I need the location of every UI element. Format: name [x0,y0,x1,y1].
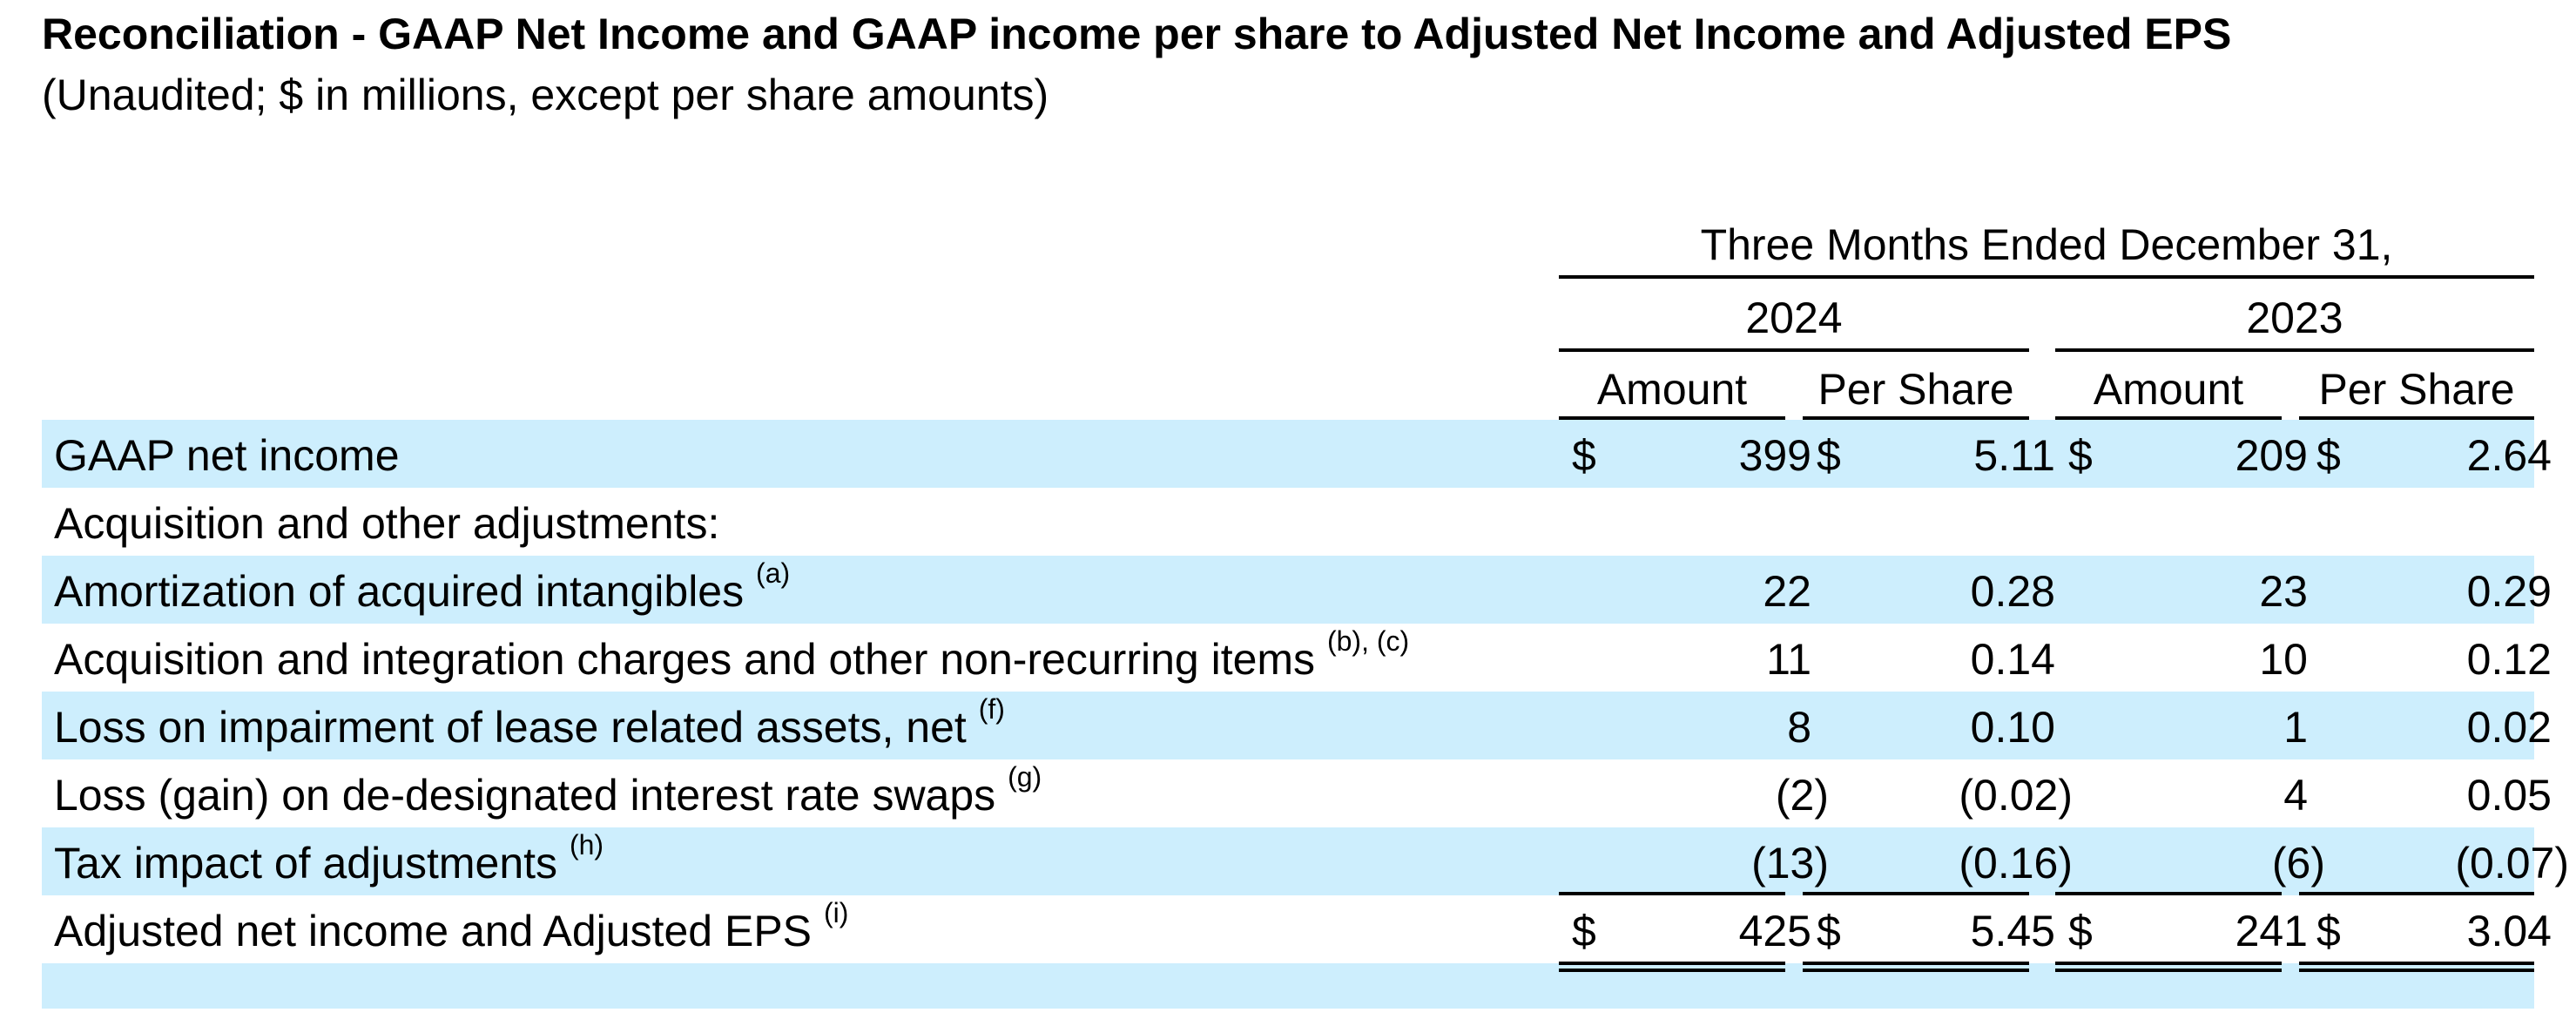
total-double-rule [2055,962,2282,972]
per-share-2024: (0.02) [1959,771,2073,820]
row-label: GAAP net income [54,431,400,480]
table-row: Loss on impairment of lease related asse… [42,692,2552,759]
table-row: GAAP net income $ 399 $ 5.11 $ 209 $ 2.6… [42,420,2552,488]
amount-2024: 22 [1763,567,1811,616]
per-share-2024: 0.14 [1970,635,2055,684]
per-share-2024: 5.11 [1973,431,2055,480]
currency-symbol: $ [2316,431,2341,480]
footnote-marker: (f) [978,693,1005,725]
footnote-marker: (g) [1008,761,1042,793]
currency-symbol: $ [2068,907,2093,955]
column-rule-amount-2024 [1559,416,1785,420]
year-rule-2024 [1559,348,2029,352]
column-rule-per-share-2023 [2299,416,2534,420]
subtotal-rule [1803,892,2029,895]
footnote-marker: (a) [756,557,791,589]
report-title: Reconciliation - GAAP Net Income and GAA… [42,10,2232,58]
table-row: Amortization of acquired intangibles (a)… [42,556,2552,624]
per-share-2023: (0.07) [2455,839,2569,888]
year-rule-2023 [2055,348,2534,352]
row-label: Adjusted net income and Adjusted EPS (i) [54,897,849,955]
currency-symbol: $ [1817,907,1841,955]
per-share-2023: 0.05 [2466,771,2552,820]
amount-2024: 8 [1787,703,1811,752]
row-label: Acquisition and other adjustments: [54,499,720,548]
column-header-per-share-2023: Per Share [2318,365,2515,414]
currency-symbol: $ [2316,907,2341,955]
row-label: Acquisition and integration charges and … [54,625,1410,684]
report-subtitle: (Unaudited; $ in millions, except per sh… [42,71,1049,119]
currency-symbol: $ [1817,431,1841,480]
footnote-marker: (b), (c) [1326,625,1410,657]
column-rule-per-share-2024 [1803,416,2029,420]
total-double-rule [1559,962,1785,972]
table-row: Loss (gain) on de-designated interest ra… [42,759,2552,827]
amount-2024: (2) [1775,771,1829,820]
year-header-2023: 2023 [2246,294,2343,342]
footnote-marker: (h) [569,829,604,861]
per-share-2024: 0.10 [1970,703,2055,752]
table-row: Acquisition and integration charges and … [42,624,2552,692]
row-label: Loss on impairment of lease related asse… [54,693,1005,752]
amount-2024: 399 [1738,431,1811,480]
column-header-per-share-2024: Per Share [1817,365,2014,414]
row-label: Amortization of acquired intangibles (a) [54,557,791,616]
currency-symbol: $ [1572,907,1596,955]
per-share-2023: 3.04 [2466,907,2552,955]
amount-2023: 241 [2235,907,2308,955]
row-label: Tax impact of adjustments (h) [54,829,604,888]
column-header-amount-2023: Amount [2093,365,2244,414]
subtotal-rule [1559,892,1785,895]
column-rule-amount-2023 [2055,416,2282,420]
per-share-2023: 0.29 [2466,567,2552,616]
currency-symbol: $ [1572,431,1596,480]
subtotal-rule [2299,892,2534,895]
table-row: Tax impact of adjustments (h) (13) (0.16… [42,827,2569,895]
table-row: Acquisition and other adjustments: [42,488,2534,556]
year-header-2024: 2024 [1745,294,1843,342]
amount-2023: 1 [2283,703,2308,752]
period-header-rule [1559,275,2534,279]
column-header-amount-2024: Amount [1596,365,1748,414]
row-label: Loss (gain) on de-designated interest ra… [54,761,1042,820]
amount-2023: (6) [2271,839,2325,888]
per-share-2023: 2.64 [2466,431,2552,480]
amount-2023: 4 [2283,771,2308,820]
total-double-rule [1803,962,2029,972]
amount-2024: 11 [1766,635,1811,684]
currency-symbol: $ [2068,431,2093,480]
table-row: Adjusted net income and Adjusted EPS (i)… [42,895,2552,963]
per-share-2024: (0.16) [1959,839,2073,888]
footnote-marker: (i) [823,897,849,928]
per-share-2024: 0.28 [1970,567,2055,616]
per-share-2023: 0.02 [2466,703,2552,752]
per-share-2024: 5.45 [1970,907,2055,955]
total-double-rule [2299,962,2534,972]
amount-2023: 209 [2235,431,2308,480]
subtotal-rule [2055,892,2282,895]
amount-2023: 10 [2259,635,2308,684]
amount-2023: 23 [2259,567,2308,616]
amount-2024: 425 [1738,907,1811,955]
per-share-2023: 0.12 [2466,635,2552,684]
period-header: Three Months Ended December 31, [1700,220,2393,269]
amount-2024: (13) [1751,839,1829,888]
